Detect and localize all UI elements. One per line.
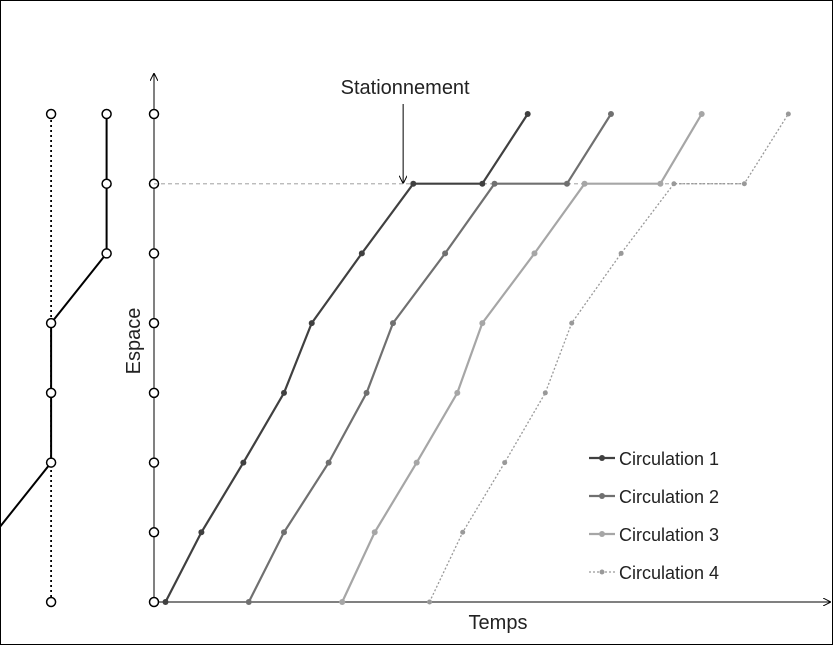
legend-label-3: Circulation 3 (619, 525, 719, 545)
series-4-point-8 (785, 111, 791, 117)
track-node-1-0 (45, 596, 57, 608)
x-axis-label: Temps (469, 612, 528, 634)
series-2-point-3 (363, 389, 370, 396)
series-1-point-3 (280, 389, 287, 396)
station-marker-4 (148, 317, 160, 329)
series-1-point-4 (308, 320, 315, 327)
series-4-point-4 (569, 320, 575, 326)
series-3-point-1 (371, 529, 378, 536)
series-line-4 (428, 113, 789, 603)
series-3-point-4 (479, 320, 486, 327)
track-node-2-6 (101, 178, 112, 189)
series-4-point-3 (542, 390, 548, 396)
track-node-2-3 (45, 387, 57, 399)
series-1-point-7 (479, 180, 486, 187)
series-2-point-8 (607, 111, 614, 117)
series-line-2 (247, 113, 612, 603)
series-group (162, 111, 791, 605)
series-1-point-1 (198, 529, 205, 536)
series-1-point-2 (240, 459, 247, 466)
legend: Circulation 1 Circulation 2 Circulation 3 C… (589, 449, 719, 583)
axes (148, 74, 831, 608)
series-1-point-6 (410, 180, 417, 187)
track-node-2-2 (45, 457, 57, 468)
series-2-point-2 (325, 459, 332, 466)
series-3-point-0 (339, 599, 346, 605)
legend-label-2: Circulation 2 (619, 487, 719, 507)
series-2-point-7 (563, 180, 570, 187)
series-1-point-8 (524, 111, 531, 117)
series-4-point-0 (427, 599, 433, 605)
series-1-point-0 (162, 599, 169, 605)
series-4-point-6 (671, 181, 677, 187)
track-node-2-5 (101, 248, 112, 259)
station-marker-1 (148, 527, 160, 538)
legend-label-4: Circulation 4 (619, 563, 719, 583)
series-3-point-5 (531, 250, 538, 257)
legend-marker-4 (599, 569, 605, 575)
station-marker-2 (148, 457, 160, 468)
legend-marker-2 (599, 493, 605, 499)
track-line-2 (1, 114, 108, 528)
track-node-1-1 (45, 108, 57, 120)
series-2-point-0 (245, 599, 252, 605)
station-marker-0 (148, 596, 160, 608)
legend-marker-1 (599, 455, 605, 461)
track-diagram (1, 108, 112, 608)
series-3-point-3 (454, 389, 461, 396)
series-3-point-8 (698, 111, 705, 117)
series-2-point-1 (280, 529, 287, 536)
series-line-1 (164, 113, 529, 603)
series-4-point-2 (502, 460, 508, 466)
series-4-point-5 (618, 250, 624, 256)
station-marker-5 (148, 248, 160, 259)
series-2-point-6 (491, 180, 498, 187)
series-4-point-1 (460, 529, 466, 535)
series-4-point-7 (741, 181, 747, 187)
station-marker-3 (148, 387, 160, 399)
series-1-point-5 (358, 250, 365, 257)
track-node-2-4 (45, 317, 57, 329)
legend-label-1: Circulation 1 (619, 449, 719, 469)
track-node-2-7 (101, 108, 112, 120)
series-2-point-4 (389, 320, 396, 327)
stationnement-annotation: Stationnement (341, 77, 470, 99)
series-3-point-7 (657, 180, 664, 187)
series-3-point-2 (413, 459, 420, 466)
legend-marker-3 (599, 531, 605, 537)
y-axis-label: Espace (123, 308, 145, 375)
station-marker-7 (148, 108, 160, 120)
series-2-point-5 (442, 250, 449, 257)
series-3-point-6 (581, 180, 588, 187)
